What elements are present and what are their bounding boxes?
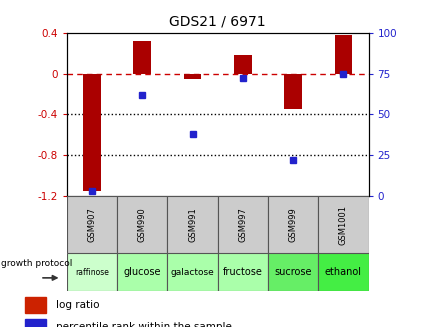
Bar [334,35,351,74]
Text: GSM999: GSM999 [288,207,297,242]
Text: galactose: galactose [170,268,214,277]
Text: GSM991: GSM991 [187,207,197,242]
Text: GSM1001: GSM1001 [338,205,347,245]
Bar [25,297,46,313]
Bar [217,196,267,253]
Bar [267,196,317,253]
Bar [117,196,167,253]
Text: raffinose: raffinose [75,268,109,277]
Text: GSM997: GSM997 [238,207,247,242]
Bar [25,319,46,327]
Text: growth protocol: growth protocol [1,259,73,268]
Bar [117,253,167,291]
Bar [183,74,201,79]
Text: percentile rank within the sample: percentile rank within the sample [56,322,231,327]
Bar [317,253,368,291]
Bar [167,196,217,253]
Text: ethanol: ethanol [324,267,361,277]
Text: log ratio: log ratio [56,300,99,310]
Bar [267,253,317,291]
Bar [67,196,117,253]
Bar [284,74,301,109]
Bar [233,55,251,74]
Text: fructose: fructose [222,267,262,277]
Bar [67,253,117,291]
Text: GSM907: GSM907 [87,207,96,242]
Bar [167,253,217,291]
Bar [133,41,150,74]
Title: GDS21 / 6971: GDS21 / 6971 [169,15,265,29]
Text: glucose: glucose [123,267,161,277]
Bar [217,253,267,291]
Bar [83,74,101,191]
Text: sucrose: sucrose [273,267,311,277]
Bar [317,196,368,253]
Text: GSM990: GSM990 [138,207,146,242]
